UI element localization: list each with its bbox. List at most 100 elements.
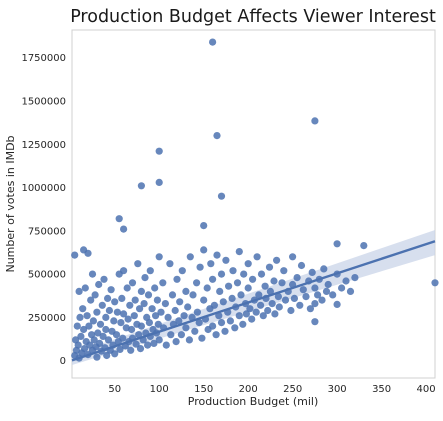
data-point — [209, 275, 217, 283]
data-point — [246, 305, 254, 313]
data-point — [311, 318, 319, 326]
data-point — [119, 334, 127, 342]
y-axis-label: Number of votes in IMDb — [4, 135, 17, 272]
y-tick-label: 1750000 — [21, 53, 66, 64]
data-point — [155, 147, 163, 155]
x-axis-ticks: 50 100 150 200 250 300 350 400 — [108, 384, 435, 395]
data-point — [213, 251, 221, 259]
data-point — [237, 291, 245, 299]
data-point — [126, 301, 134, 309]
data-point — [89, 317, 97, 325]
data-point — [261, 282, 269, 290]
data-point — [104, 294, 112, 302]
data-point — [240, 270, 248, 278]
data-point — [96, 320, 105, 328]
data-point — [193, 308, 201, 316]
data-point — [76, 313, 84, 321]
data-point — [131, 296, 139, 304]
data-point — [182, 287, 190, 295]
data-point — [176, 298, 184, 306]
data-point — [296, 301, 304, 309]
data-point — [112, 331, 121, 339]
data-point — [235, 312, 243, 320]
data-point — [203, 284, 211, 292]
data-point — [333, 240, 341, 248]
data-point — [231, 324, 239, 332]
data-point — [98, 301, 106, 309]
data-point — [244, 260, 252, 268]
data-point — [221, 327, 229, 335]
data-point — [342, 277, 350, 285]
data-point — [235, 248, 243, 256]
data-point — [118, 294, 126, 302]
data-point — [189, 291, 197, 299]
x-tick-label: 300 — [328, 384, 347, 395]
regression-line-path — [71, 240, 436, 362]
data-point — [196, 263, 204, 271]
y-tick-label: 250000 — [28, 313, 66, 324]
x-tick-label: 150 — [194, 384, 213, 395]
data-point — [71, 251, 79, 259]
data-point — [229, 267, 237, 275]
data-point — [128, 325, 136, 334]
data-point — [306, 305, 314, 313]
data-point — [155, 336, 163, 344]
data-point — [87, 296, 95, 304]
data-point — [88, 270, 97, 278]
y-tick-label: 0 — [60, 356, 66, 367]
data-point — [329, 291, 337, 299]
data-point — [233, 279, 242, 287]
data-point — [120, 310, 128, 318]
data-point — [111, 350, 119, 358]
data-point — [351, 274, 359, 282]
data-point — [178, 267, 186, 275]
data-point — [324, 280, 332, 289]
data-point — [137, 287, 145, 295]
data-point — [146, 267, 154, 275]
data-point — [81, 284, 89, 292]
data-point — [333, 300, 341, 308]
data-point — [145, 319, 153, 327]
data-point — [216, 287, 224, 295]
data-point — [186, 253, 194, 261]
data-point — [360, 242, 368, 250]
data-point — [93, 308, 101, 316]
data-point — [90, 336, 98, 344]
x-tick-label: 350 — [372, 384, 391, 395]
data-point — [259, 312, 267, 320]
data-point — [120, 225, 128, 233]
data-point — [322, 287, 331, 295]
data-point — [242, 310, 250, 318]
data-point — [219, 298, 227, 306]
data-point — [311, 300, 319, 308]
data-point — [289, 253, 297, 261]
data-point — [132, 340, 140, 348]
data-point — [239, 320, 247, 328]
data-point — [253, 253, 261, 261]
x-tick-label: 250 — [283, 384, 302, 395]
data-point — [137, 322, 145, 330]
x-tick-label: 400 — [417, 384, 436, 395]
data-point — [103, 351, 111, 360]
data-point — [79, 305, 87, 313]
data-point — [257, 270, 266, 278]
data-point — [431, 279, 439, 287]
data-point — [152, 312, 160, 320]
data-point — [127, 346, 135, 354]
data-point — [311, 284, 319, 292]
y-tick-label: 1250000 — [21, 140, 66, 151]
data-point — [185, 336, 193, 344]
data-point — [150, 339, 158, 347]
data-point — [91, 291, 99, 299]
data-point — [115, 215, 123, 223]
data-point — [141, 274, 149, 282]
data-point — [110, 317, 118, 325]
data-point — [195, 319, 203, 327]
data-point — [96, 339, 104, 347]
y-axis-ticks: 0 250000 500000 750000 1000000 1250000 1500000… — [21, 53, 66, 367]
data-point — [318, 296, 326, 304]
data-point — [151, 284, 159, 292]
data-point — [159, 279, 167, 287]
data-point — [184, 303, 192, 311]
